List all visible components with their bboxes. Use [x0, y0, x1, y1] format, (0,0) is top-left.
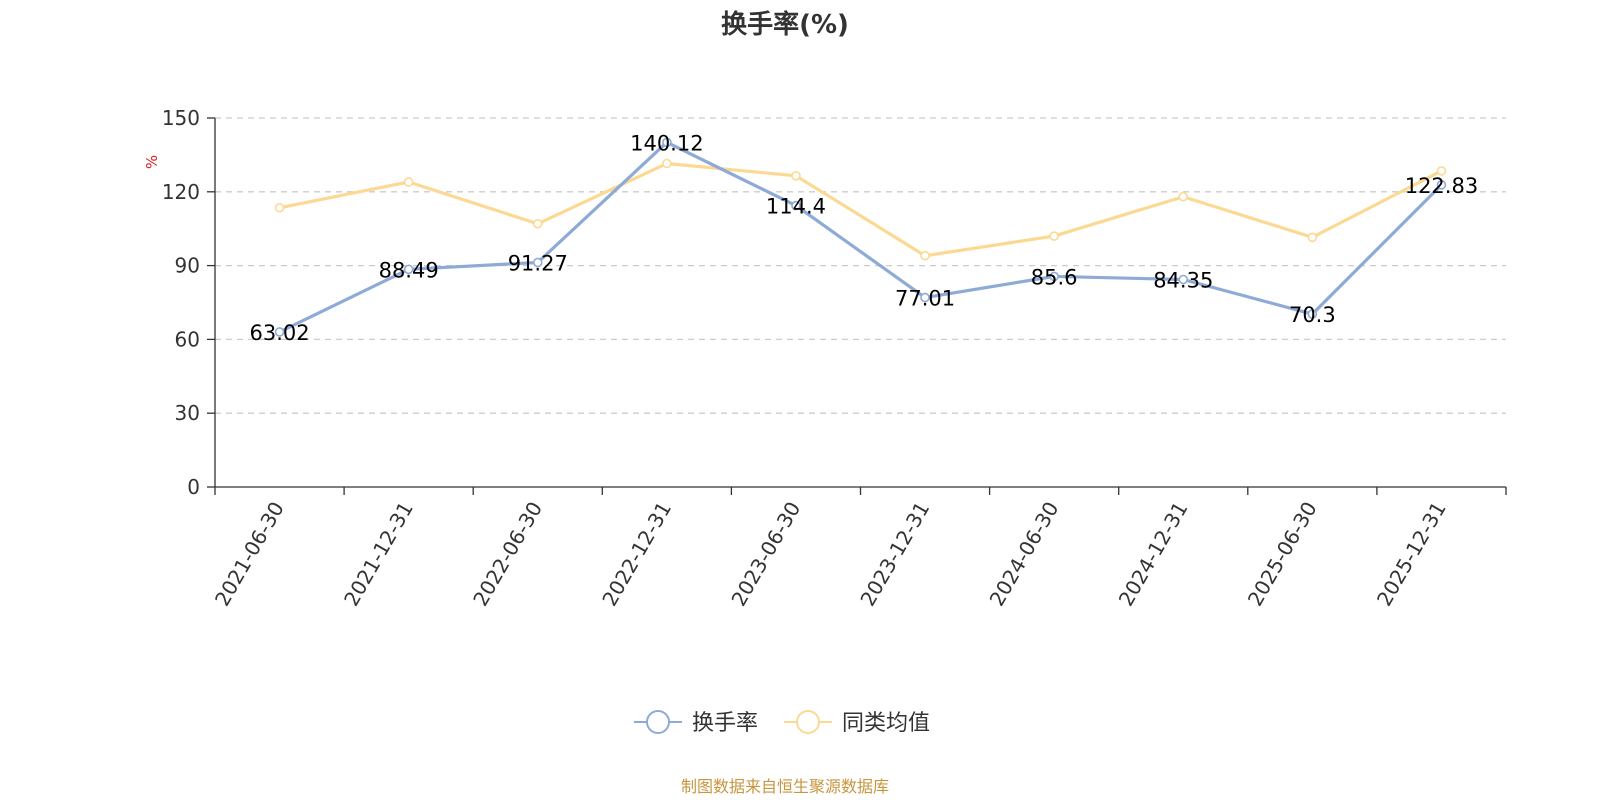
data-point: [1436, 166, 1447, 176]
x-tick-label: 2022-12-31: [597, 498, 676, 611]
data-label: 85.6: [1031, 265, 1078, 289]
data-labels: 63.02 88.49 91.27 140.12 114.4 77.01 85.6 84.35…: [249, 131, 1478, 345]
x-tick-label: 2021-06-30: [210, 498, 289, 611]
data-label: 122.83: [1405, 174, 1478, 198]
data-point: [274, 202, 285, 213]
data-point: [403, 177, 414, 187]
data-point: [274, 327, 285, 337]
x-tick-label: 2024-06-30: [985, 498, 1064, 611]
legend: 换手率 同类均值: [634, 710, 930, 736]
data-point: [662, 158, 672, 169]
chart-title: 换手率(%): [721, 9, 849, 40]
data-point: [1049, 271, 1059, 282]
x-tick-label: 2023-06-30: [726, 498, 805, 611]
data-point: [1178, 191, 1189, 202]
x-tick-label: 2023-12-31: [855, 498, 934, 611]
data-label: 88.49: [379, 258, 439, 282]
data-source-note: 制图数据来自恒生聚源数据库: [681, 777, 889, 796]
axes: 0 30 60 90 120 150 2021-06-30 2021-12-31 2022-06…: [162, 106, 1507, 611]
data-label: 77.01: [895, 287, 955, 311]
data-label: 91.27: [508, 251, 568, 275]
legend-label: 同类均值: [842, 711, 930, 736]
y-axis-unit: %: [143, 155, 161, 169]
data-label: 140.12: [630, 131, 703, 155]
data-point: [1049, 231, 1059, 241]
data-point: [1307, 232, 1318, 243]
data-point: [791, 200, 801, 211]
y-tick-label: 0: [187, 475, 200, 499]
data-point: [920, 292, 930, 303]
x-tick-label: 2021-12-31: [339, 498, 418, 611]
legend-label: 换手率: [692, 711, 758, 736]
data-point: [532, 257, 543, 268]
data-point: [662, 137, 672, 148]
data-point: [403, 264, 414, 275]
data-point: [532, 218, 543, 229]
data-point: [1307, 309, 1318, 319]
series-line-peer-average: [279, 161, 1443, 258]
legend-marker: [796, 710, 820, 734]
data-point: [920, 250, 930, 261]
y-tick-label: 90: [175, 254, 200, 278]
data-label: 70.3: [1289, 303, 1336, 327]
y-tick-label: 30: [175, 401, 200, 425]
x-tick-label: 2024-12-31: [1114, 498, 1193, 611]
x-tick-label: 2025-06-30: [1243, 498, 1322, 611]
data-label: 84.35: [1153, 268, 1213, 292]
data-label: 63.02: [249, 321, 309, 345]
data-label: 114.4: [766, 195, 826, 219]
x-tick-label: 2022-06-30: [468, 498, 547, 611]
data-point: [791, 171, 801, 181]
series-lines: [274, 137, 1447, 337]
y-tick-label: 60: [175, 327, 200, 351]
legend-marker: [646, 710, 670, 734]
y-tick-label: 150: [162, 106, 200, 130]
series-line-turnover: [278, 140, 1443, 334]
y-tick-label: 120: [162, 180, 200, 204]
x-tick-label: 2025-12-31: [1372, 498, 1451, 611]
data-point: [1436, 180, 1447, 190]
data-point: [1178, 274, 1189, 285]
